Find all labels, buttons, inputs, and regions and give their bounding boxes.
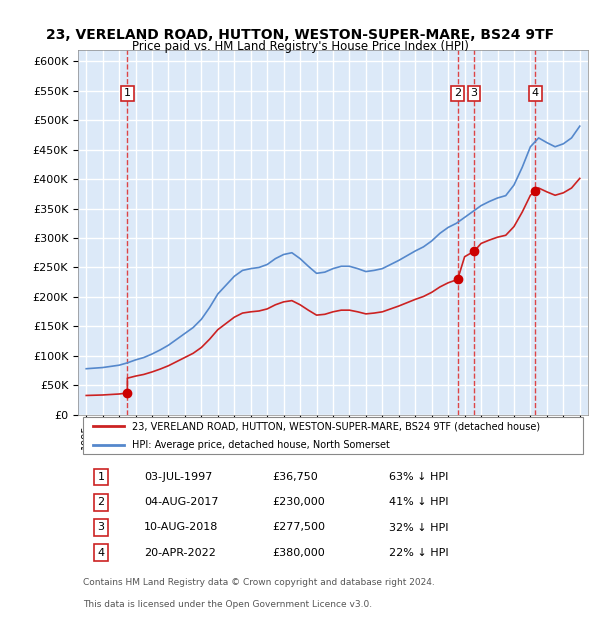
Text: This data is licensed under the Open Government Licence v3.0.: This data is licensed under the Open Gov… xyxy=(83,600,372,609)
Text: 4: 4 xyxy=(97,547,104,558)
Text: 03-JUL-1997: 03-JUL-1997 xyxy=(145,472,212,482)
Text: Price paid vs. HM Land Registry's House Price Index (HPI): Price paid vs. HM Land Registry's House … xyxy=(131,40,469,53)
Text: £380,000: £380,000 xyxy=(272,547,325,558)
Text: 23, VERELAND ROAD, HUTTON, WESTON-SUPER-MARE, BS24 9TF: 23, VERELAND ROAD, HUTTON, WESTON-SUPER-… xyxy=(46,28,554,42)
Text: HPI: Average price, detached house, North Somerset: HPI: Average price, detached house, Nort… xyxy=(131,440,389,450)
Text: 23, VERELAND ROAD, HUTTON, WESTON-SUPER-MARE, BS24 9TF (detached house): 23, VERELAND ROAD, HUTTON, WESTON-SUPER-… xyxy=(131,422,539,432)
Text: 20-APR-2022: 20-APR-2022 xyxy=(145,547,216,558)
Text: 04-AUG-2017: 04-AUG-2017 xyxy=(145,497,219,507)
FancyBboxPatch shape xyxy=(83,417,583,454)
Text: 4: 4 xyxy=(532,89,539,99)
Text: 22% ↓ HPI: 22% ↓ HPI xyxy=(389,547,449,558)
Text: 41% ↓ HPI: 41% ↓ HPI xyxy=(389,497,449,507)
Text: 10-AUG-2018: 10-AUG-2018 xyxy=(145,523,218,533)
Text: 32% ↓ HPI: 32% ↓ HPI xyxy=(389,523,449,533)
Text: 3: 3 xyxy=(470,89,478,99)
Text: 2: 2 xyxy=(97,497,104,507)
Text: £36,750: £36,750 xyxy=(272,472,317,482)
Text: 1: 1 xyxy=(124,89,131,99)
Text: £277,500: £277,500 xyxy=(272,523,325,533)
Text: Contains HM Land Registry data © Crown copyright and database right 2024.: Contains HM Land Registry data © Crown c… xyxy=(83,578,435,587)
Text: 63% ↓ HPI: 63% ↓ HPI xyxy=(389,472,448,482)
Text: £230,000: £230,000 xyxy=(272,497,325,507)
Text: 2: 2 xyxy=(454,89,461,99)
Text: 3: 3 xyxy=(97,523,104,533)
Text: 1: 1 xyxy=(97,472,104,482)
